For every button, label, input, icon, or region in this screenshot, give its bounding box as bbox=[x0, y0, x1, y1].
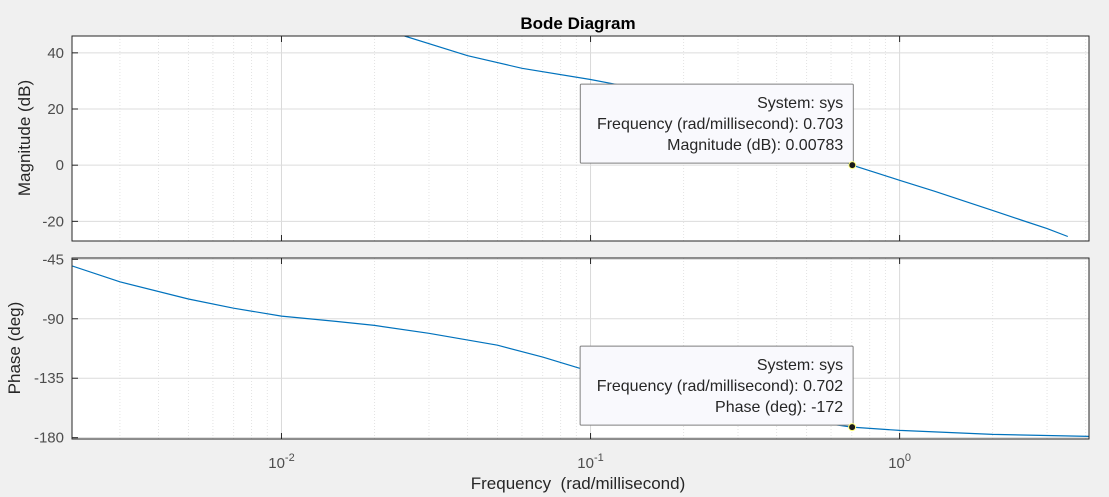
y-tick-label: -135 bbox=[34, 370, 64, 387]
phase-panel[interactable]: -180 -135 -90 -45 Phase (deg) System: sys Fr… bbox=[5, 251, 1090, 447]
y-tick-label: -20 bbox=[42, 213, 64, 230]
datatip-line: Magnitude (dB): 0.00783 bbox=[667, 137, 843, 154]
magnitude-panel[interactable]: -20 0 20 40 Magnitude (dB) System: sys Frequ… bbox=[15, 35, 1090, 242]
phase-datatip[interactable]: System: sys Frequency (rad/millisecond): … bbox=[579, 345, 857, 432]
chart-title: Bode Diagram bbox=[520, 14, 635, 33]
magnitude-axes-box bbox=[71, 35, 1090, 242]
datatip-line: Frequency (rad/millisecond): 0.703 bbox=[597, 116, 843, 133]
datatip-line: System: sys bbox=[757, 95, 843, 112]
datatip-marker[interactable] bbox=[848, 161, 857, 170]
x-tick-label: 10-2 bbox=[268, 452, 294, 472]
magnitude-y-ticks: -20 0 20 40 bbox=[42, 36, 901, 241]
y-tick-label: 20 bbox=[47, 101, 64, 118]
phase-grid bbox=[72, 258, 1089, 439]
y-tick-label: -45 bbox=[42, 251, 64, 268]
phase-y-ticks: -180 -135 -90 -45 bbox=[34, 251, 901, 447]
x-tick-label: 10-1 bbox=[577, 452, 603, 472]
magnitude-datatip[interactable]: System: sys Frequency (rad/millisecond): … bbox=[579, 83, 857, 170]
x-tick-label: 100 bbox=[888, 452, 911, 472]
datatip-marker[interactable] bbox=[848, 423, 857, 432]
magnitude-ylabel: Magnitude (dB) bbox=[15, 80, 34, 196]
datatip-line: Frequency (rad/millisecond): 0.702 bbox=[597, 378, 843, 395]
y-tick-label: -90 bbox=[42, 311, 64, 328]
y-tick-label: 0 bbox=[56, 157, 64, 174]
datatip-line: Phase (deg): -172 bbox=[715, 399, 843, 416]
x-tick-labels: 10-2 10-1 100 bbox=[268, 452, 911, 472]
datatip-box bbox=[579, 83, 854, 164]
phase-axes-box bbox=[71, 257, 1090, 440]
phase-ylabel: Phase (deg) bbox=[5, 302, 24, 395]
x-axis-label: Frequency (rad/millisecond) bbox=[471, 474, 685, 493]
y-tick-label: 40 bbox=[47, 45, 64, 62]
y-tick-label: -180 bbox=[34, 430, 64, 447]
datatip-line: System: sys bbox=[757, 357, 843, 374]
datatip-box bbox=[579, 345, 854, 426]
